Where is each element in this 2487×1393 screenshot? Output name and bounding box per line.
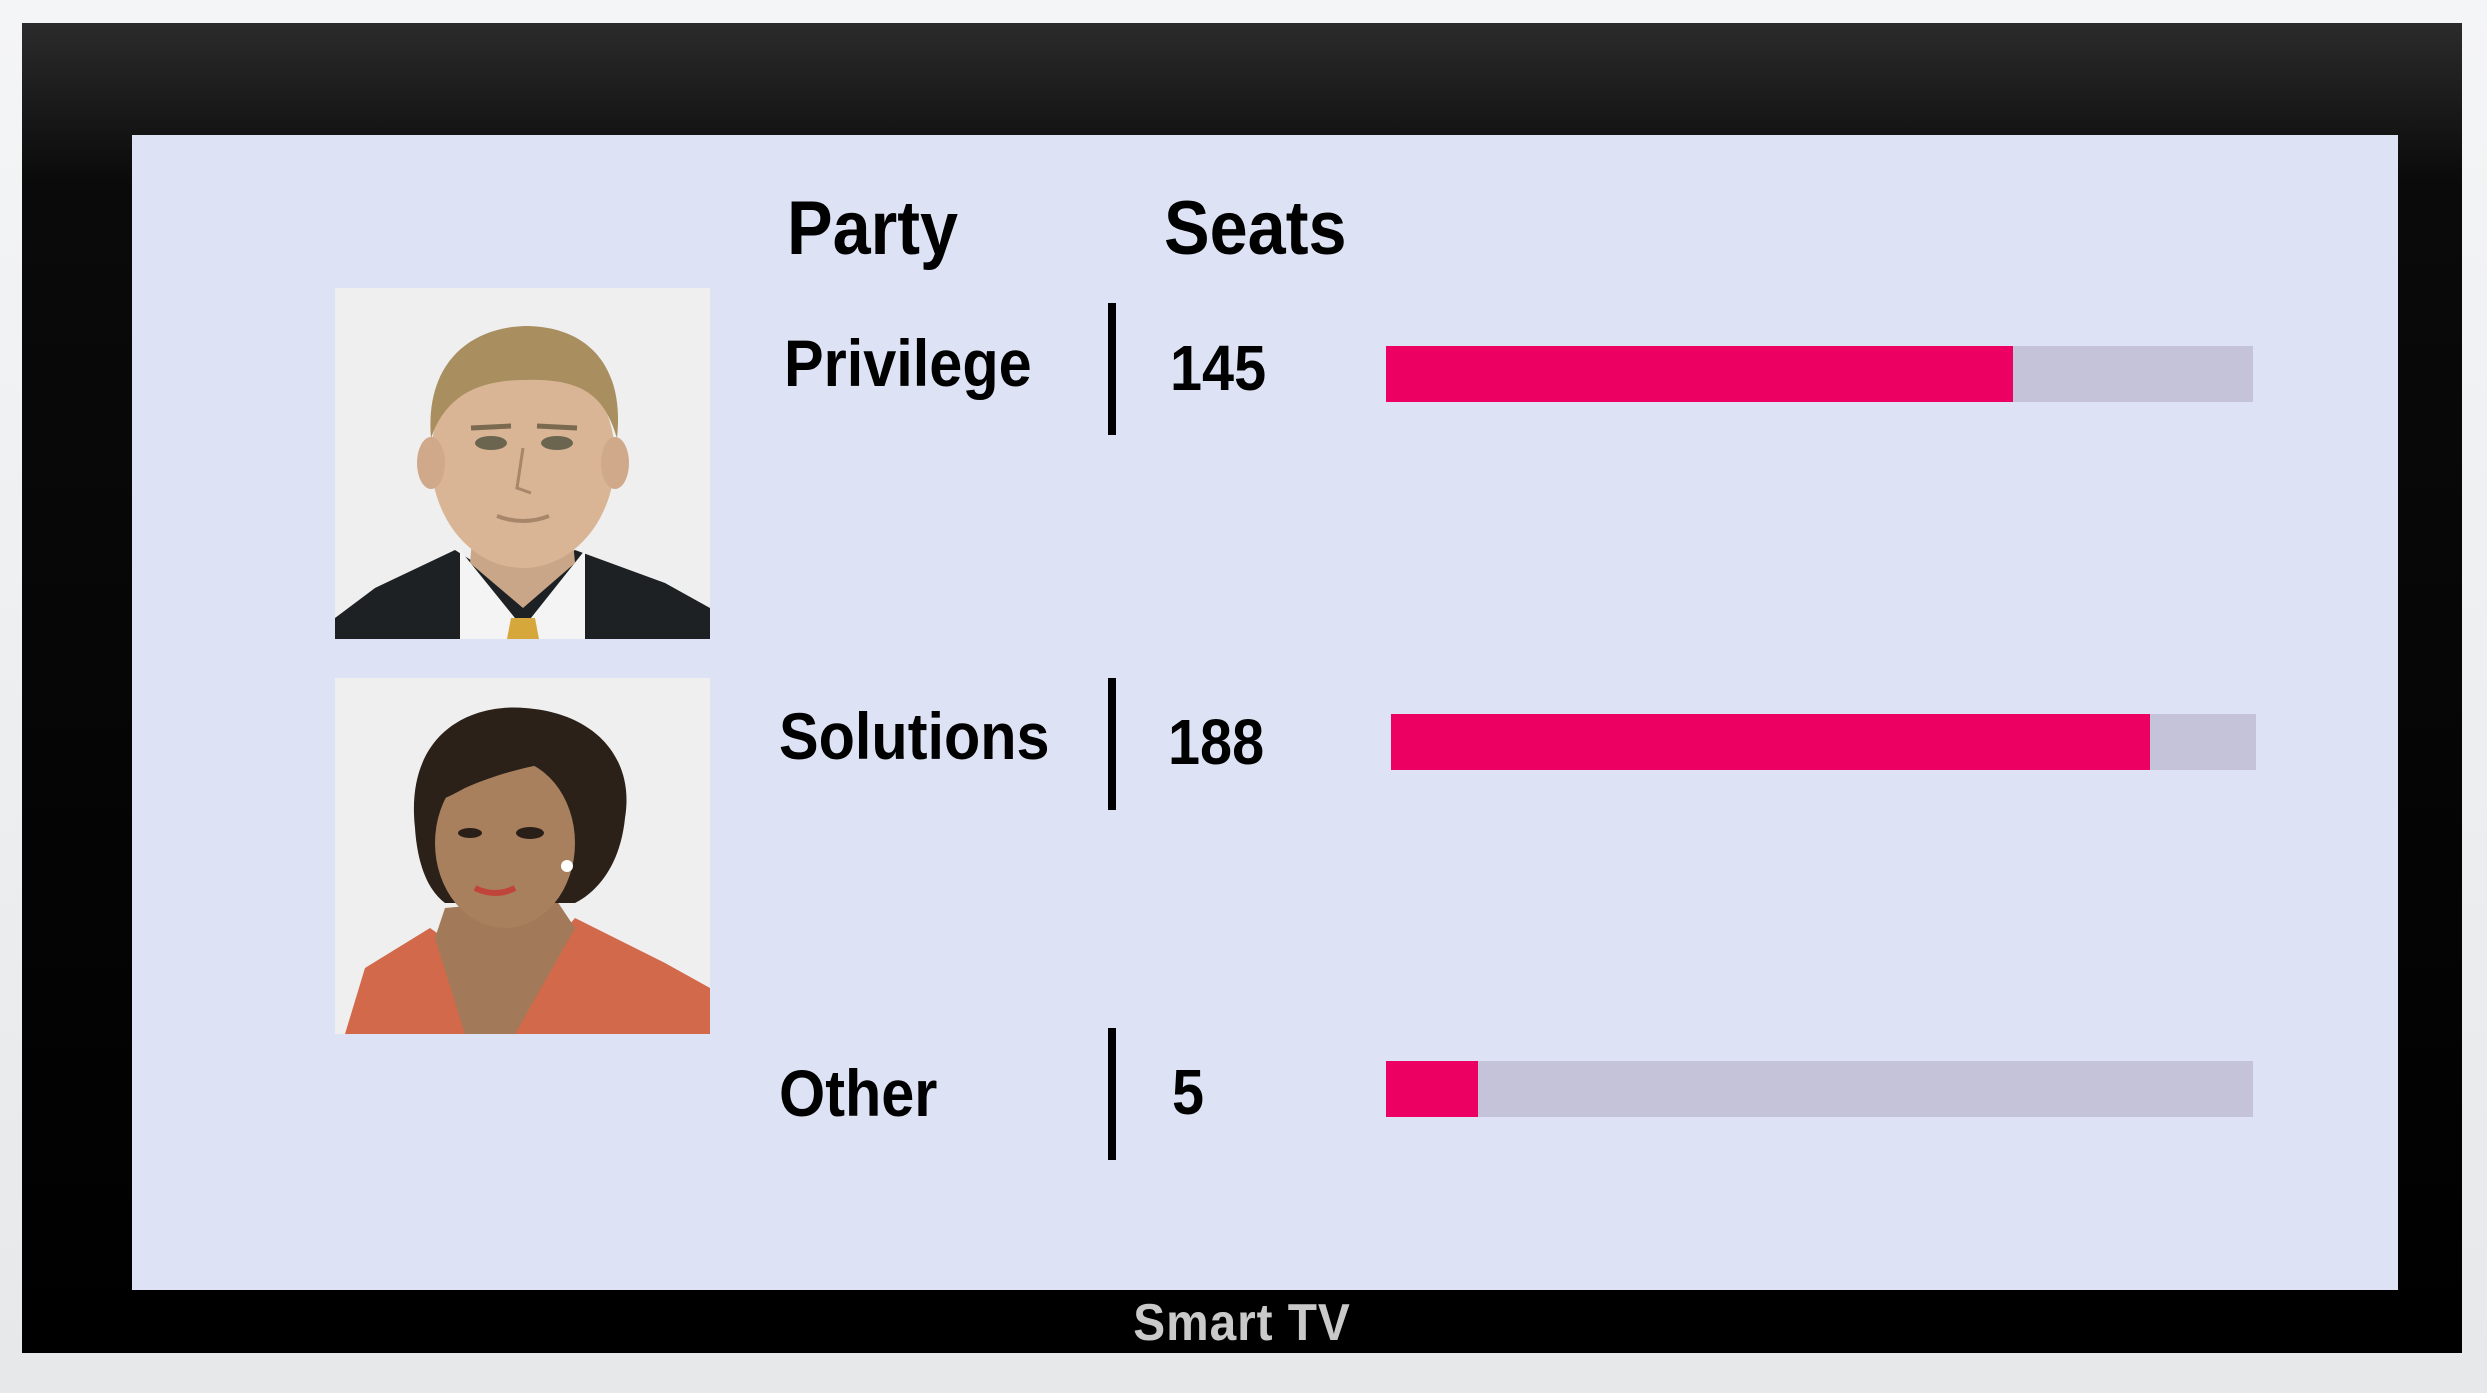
seat-bar-track-solutions [1391,714,2256,770]
seat-bar-fill-solutions [1391,714,2151,770]
party-name-privilege: Privilege [784,326,1032,400]
seat-bar-fill-privilege [1386,346,2013,402]
seats-column-header: Seats [1164,186,1347,271]
seat-count-solutions: 188 [1168,706,1265,778]
row-divider [1108,678,1116,810]
seat-count-other: 5 [1172,1056,1205,1128]
party-column-header: Party [787,186,959,271]
seat-bar-track-privilege [1386,346,2253,402]
seat-count-privilege: 145 [1170,332,1267,404]
row-divider [1108,303,1116,435]
tv-frame: Party Seats Privilege 145 Solutions 188 … [22,23,2462,1353]
man-avatar-icon [335,288,710,639]
woman-avatar-icon [335,678,710,1034]
party-name-solutions: Solutions [779,699,1050,773]
row-divider [1108,1028,1116,1160]
tv-screen: Party Seats Privilege 145 Solutions 188 … [132,135,2398,1290]
seat-bar-track-other [1386,1061,2253,1117]
seat-bar-fill-other [1386,1061,1478,1117]
party-name-other: Other [779,1056,938,1130]
device-brand-label: Smart TV [1133,1294,1351,1352]
